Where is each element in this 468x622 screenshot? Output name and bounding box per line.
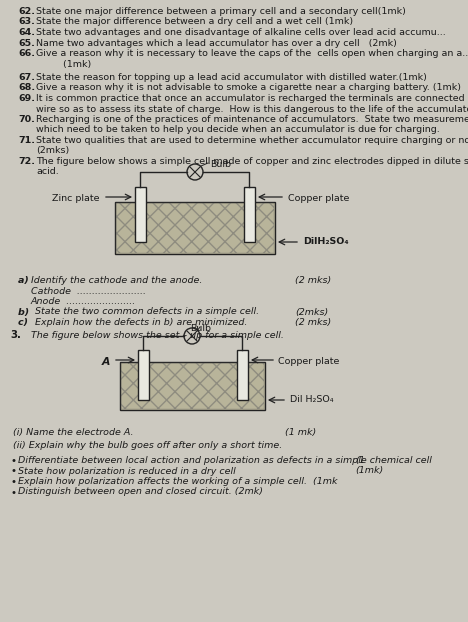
Text: 65.: 65.: [18, 39, 35, 47]
Text: Zinc plate: Zinc plate: [52, 194, 100, 203]
Text: State the two common defects in a simple cell.: State the two common defects in a simple…: [35, 307, 259, 317]
Text: Explain how polarization affects the working of a simple cell.  (1mk: Explain how polarization affects the wor…: [18, 477, 337, 486]
Bar: [120, 362, 265, 410]
Text: 70.: 70.: [18, 115, 35, 124]
Bar: [121, 363, 264, 409]
Text: DilH₂SO₄: DilH₂SO₄: [303, 238, 349, 246]
Text: The figure below shows a simple cell made of copper and zinc electrodes dipped i: The figure below shows a simple cell mad…: [36, 157, 468, 166]
Text: 64.: 64.: [18, 28, 35, 37]
Text: Bulb: Bulb: [190, 324, 212, 333]
Bar: [135, 187, 146, 242]
Text: 71.: 71.: [18, 136, 35, 145]
Text: 69.: 69.: [18, 94, 35, 103]
Text: Cathode  .......................: Cathode .......................: [30, 287, 146, 295]
Bar: [244, 187, 255, 242]
Text: •: •: [10, 488, 16, 498]
Text: State the major difference between a dry cell and a wet cell (1mk): State the major difference between a dry…: [36, 17, 353, 27]
Text: (1: (1: [355, 456, 365, 465]
Text: (2mks): (2mks): [295, 307, 328, 317]
Bar: [138, 350, 149, 400]
Bar: [116, 203, 274, 253]
Bar: [115, 202, 275, 254]
Text: •: •: [10, 477, 16, 487]
Text: State the reason for topping up a lead acid accumulator with distilled water.(1m: State the reason for topping up a lead a…: [36, 73, 427, 82]
Text: 68.: 68.: [18, 83, 35, 93]
Text: Differentiate between local action and polarization as defects in a simple chemi: Differentiate between local action and p…: [18, 456, 432, 465]
Text: (2 mks): (2 mks): [295, 276, 331, 285]
Text: (2 mks): (2 mks): [295, 318, 331, 327]
Text: Recharging is one of the practices of maintenance of accumulators.  State two me: Recharging is one of the practices of ma…: [36, 115, 468, 124]
Bar: [237, 350, 248, 400]
Text: b): b): [18, 307, 36, 317]
Text: •: •: [10, 466, 16, 476]
Text: State how polarization is reduced in a dry cell: State how polarization is reduced in a d…: [18, 466, 236, 475]
Text: (1mk): (1mk): [355, 466, 383, 475]
Text: A: A: [102, 357, 110, 367]
Text: 72.: 72.: [18, 157, 35, 166]
Text: which need to be taken to help you decide when an accumulator is due for chargin: which need to be taken to help you decid…: [36, 126, 440, 134]
Text: State two qualities that are used to determine whether accumulator require charg: State two qualities that are used to det…: [36, 136, 468, 145]
Text: Dil H₂SO₄: Dil H₂SO₄: [290, 396, 334, 404]
Text: (2mks): (2mks): [36, 147, 69, 156]
Text: 67.: 67.: [18, 73, 35, 82]
Text: (ii) Explain why the bulb goes off after only a short time.: (ii) Explain why the bulb goes off after…: [13, 440, 282, 450]
Text: a): a): [18, 276, 32, 285]
Text: It is common practice that once an accumulator is recharged the terminals are co: It is common practice that once an accum…: [36, 94, 468, 103]
Text: Name two advantages which a lead accumulator has over a dry cell   (2mk): Name two advantages which a lead accumul…: [36, 39, 397, 47]
Text: •: •: [10, 456, 16, 466]
Text: The figure below shows the set – up for a simple cell.: The figure below shows the set – up for …: [31, 330, 284, 340]
Text: Give a reason why it is not advisable to smoke a cigarette near a charging batte: Give a reason why it is not advisable to…: [36, 83, 461, 93]
Text: Give a reason why it is necessary to leave the caps of the  cells open when char: Give a reason why it is necessary to lea…: [36, 49, 468, 58]
Text: 3.: 3.: [10, 330, 21, 340]
Text: Distinguish between open and closed circuit. (2mk): Distinguish between open and closed circ…: [18, 488, 263, 496]
Text: 66.: 66.: [18, 49, 35, 58]
Text: 63.: 63.: [18, 17, 35, 27]
Text: State two advantages and one disadvantage of alkaline cells over lead acid accum: State two advantages and one disadvantag…: [36, 28, 446, 37]
Text: 62.: 62.: [18, 7, 35, 16]
Text: Anode  .......................: Anode .......................: [30, 297, 136, 306]
Text: Explain how the defects in b) are minimized.: Explain how the defects in b) are minimi…: [35, 318, 247, 327]
Text: wire so as to assess its state of charge.  How is this dangerous to the life of : wire so as to assess its state of charge…: [36, 104, 468, 113]
Text: (1mk): (1mk): [36, 60, 91, 68]
Text: Copper plate: Copper plate: [288, 194, 350, 203]
Text: (1 mk): (1 mk): [285, 428, 316, 437]
Text: c): c): [18, 318, 35, 327]
Text: acid.: acid.: [36, 167, 59, 177]
Text: State one major difference between a primary cell and a secondary cell(1mk): State one major difference between a pri…: [36, 7, 406, 16]
Text: Bulb: Bulb: [210, 160, 231, 169]
Text: Copper plate: Copper plate: [278, 357, 339, 366]
Text: Identify the cathode and the anode.: Identify the cathode and the anode.: [30, 276, 202, 285]
Text: (i) Name the electrode A.: (i) Name the electrode A.: [13, 428, 133, 437]
